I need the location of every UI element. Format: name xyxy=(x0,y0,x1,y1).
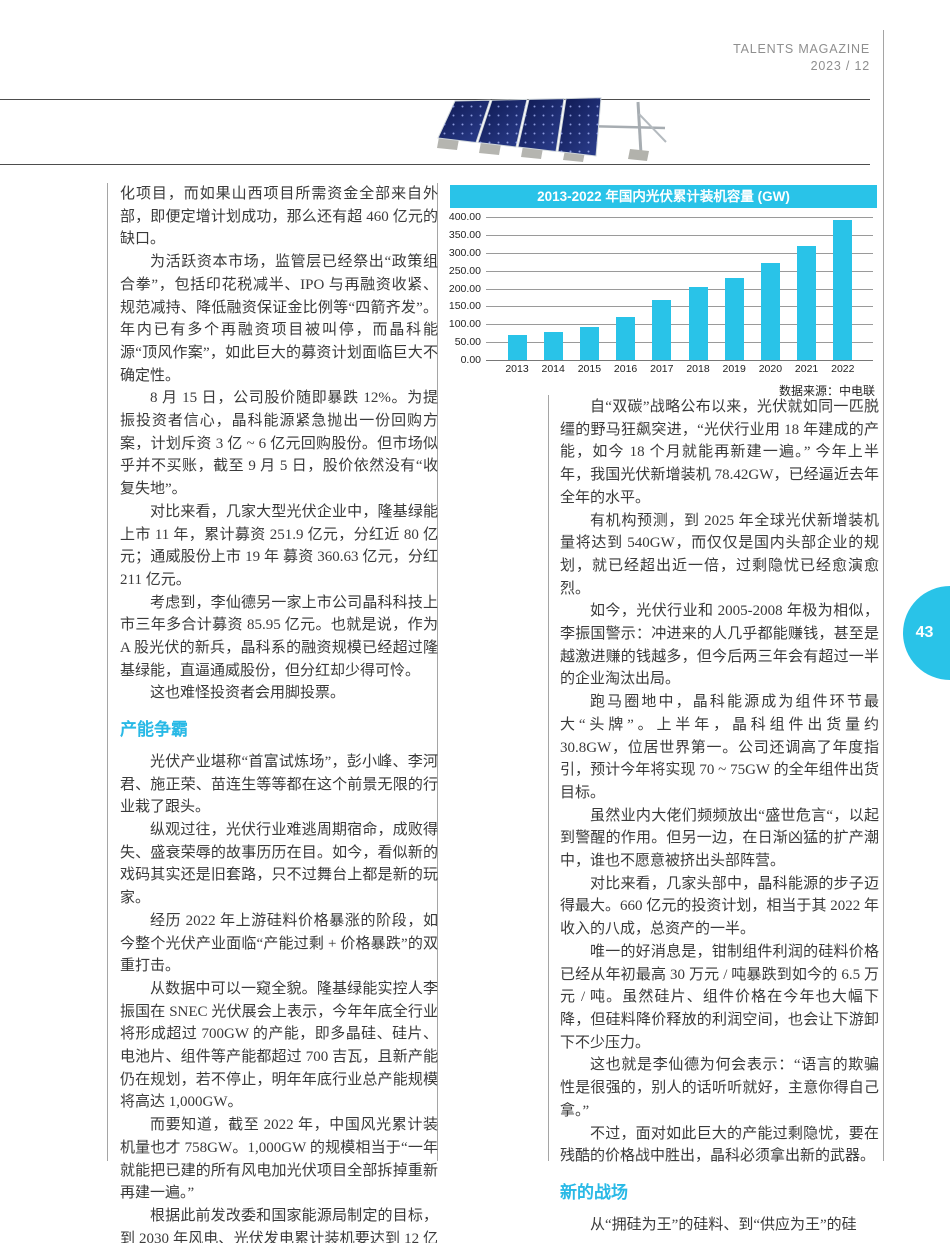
pv-capacity-chart: 2013-2022 年国内光伏累计装机容量 (GW) 400.00 350.00 3… xyxy=(449,185,877,399)
chart-gridline xyxy=(486,270,873,272)
paragraph: 这也难怪投资者会用脚投票。 xyxy=(150,685,346,702)
chart-ytick-label: 50.00 xyxy=(454,336,481,349)
left-column: 化项目，而如果山西项目所需资金全部来自外部，即便定增计划成功，那么还有超 460… xyxy=(120,183,438,1243)
paragraph: 有机构预测，到 2025 年全球光伏新增装机量将达到 540GW，而仅仅是国内头… xyxy=(560,512,879,597)
paragraph: 8 月 15 日，公司股价随即暴跌 12%。为提振投资者信心，晶科能源紧急抛出一… xyxy=(120,390,438,498)
chart-gridline xyxy=(486,217,873,218)
issue-number: 2023 / 12 xyxy=(810,59,870,73)
chart-ytick-label: 0.00 xyxy=(460,354,481,366)
chart-bar-2018 xyxy=(688,287,708,360)
chart-bar-2020 xyxy=(760,262,780,360)
chart-ytick-label: 200.00 xyxy=(448,282,481,295)
paragraph: 如今，光伏行业和 2005-2008 年极为相似，李振国警示：冲进来的人几乎都能… xyxy=(560,603,879,688)
paragraph: 自“双碳”战略公布以来，光伏就如同一匹脱缰的野马狂飙突进，“光伏行业用 18 年… xyxy=(560,399,879,506)
chart-bar-2022 xyxy=(833,219,853,360)
top-rule xyxy=(0,99,870,100)
chart-bar-2021 xyxy=(797,246,817,360)
page-number: 43 xyxy=(915,624,934,641)
paragraph: 光伏产业堪称“首富试炼场”，彭小峰、李河君、施正荣、苗连生等等都在这个前景无限的… xyxy=(120,753,438,816)
left-column-rule-right xyxy=(437,183,438,1161)
chart-bar-2016 xyxy=(616,317,636,360)
chart-bar-2015 xyxy=(579,327,599,360)
chart-title: 2013-2022 年国内光伏累计装机容量 (GW) xyxy=(450,185,877,208)
right-page-rule xyxy=(883,30,884,1161)
chart-xtick-label: 2018 xyxy=(686,363,710,375)
paragraph: 对比来看，几家大型光伏企业中，隆基绿能上市 11 年，累计募资 251.9 亿元… xyxy=(120,503,438,588)
center-column-rule xyxy=(548,395,549,1161)
paragraph: 而要知道，截至 2022 年，中国风光累计装机量也才 758GW。1,000GW… xyxy=(120,1117,438,1202)
chart-gridline xyxy=(486,252,873,254)
paragraph: 根据此前发改委和国家能源局制定的目标，到 2030 年风电、光伏发电累计装机要达… xyxy=(120,1207,438,1243)
chart-gridline xyxy=(486,360,873,361)
paragraph: 对比来看，几家头部中，晶科能源的步子迈得最大。660 亿元的投资计划，相当于其 … xyxy=(560,875,879,938)
right-column: 自“双碳”战略公布以来，光伏就如同一匹脱缰的野马狂飙突进，“光伏行业用 18 年… xyxy=(560,396,879,1236)
left-column-rule-left xyxy=(107,183,108,1161)
chart-xtick-label: 2017 xyxy=(650,363,674,375)
second-rule xyxy=(0,164,870,165)
chart-xtick-label: 2016 xyxy=(613,363,638,375)
paragraph: 化项目，而如果山西项目所需资金全部来自外部，即便定增计划成功，那么还有超 460… xyxy=(120,186,438,248)
chart-gridline xyxy=(486,234,873,236)
chart-xtick-label: 2015 xyxy=(577,363,602,375)
chart-xtick-label: 2019 xyxy=(722,363,746,375)
masthead: TALENTS MAGAZINE 2023 / 12 xyxy=(733,41,870,75)
chart-xtick-label: 2021 xyxy=(794,363,819,375)
chart-ytick-label: 250.00 xyxy=(448,264,481,277)
chart-gridline xyxy=(486,288,873,290)
chart-ytick-label: 100.00 xyxy=(448,318,481,331)
chart-ytick-label: 150.00 xyxy=(448,300,481,313)
chart-bar-2014 xyxy=(543,332,563,360)
chart-gridline xyxy=(486,342,873,344)
paragraph: 从数据中可以一窥全貌。隆基绿能实控人李振国在 SNEC 光伏展会上表示，今年年底… xyxy=(120,980,438,1111)
chart-bar-2019 xyxy=(724,277,744,360)
chart-gridline xyxy=(486,306,873,308)
section-heading-capacity-race: 产能争霸 xyxy=(120,720,188,740)
chart-ytick-label: 300.00 xyxy=(448,246,481,259)
paragraph: 从“拥硅为王”的硅料、到“供应为王”的硅 xyxy=(590,1216,857,1233)
paragraph: 经历 2022 年上游硅料价格暴涨的阶段，如今整个光伏产业面临“产能过剩 + 价… xyxy=(120,912,438,975)
chart-bar-2013 xyxy=(507,334,527,360)
paragraph: 虽然业内大佬们频频放出“盛世危言“，以起到警醒的作用。但另一边，在日渐凶猛的扩产… xyxy=(560,807,879,870)
chart-source: 数据来源：中电联 xyxy=(778,384,875,398)
paragraph: 跑马圈地中，晶科能源成为组件环节最大“头牌”。上半年，晶科组件出货量约 30.8… xyxy=(560,694,879,801)
chart-ytick-label: 350.00 xyxy=(448,228,481,241)
page-number-badge: 43 xyxy=(903,586,950,680)
paragraph: 考虑到，李仙德另一家上市公司晶科科技上市三年多合计募资 85.95 亿元。也就是… xyxy=(120,594,438,679)
paragraph: 为活跃资本市场，监管层已经祭出“政策组合拳”，包括印花税减半、IPO 与再融资收… xyxy=(120,254,438,384)
paragraph: 唯一的好消息是，钳制组件利润的硅料价格已经从年初最高 30 万元 / 吨暴跌到如… xyxy=(560,943,879,1051)
chart-bar-2017 xyxy=(652,299,672,360)
chart-ytick-label: 400.00 xyxy=(448,211,481,223)
chart-xtick-label: 2013 xyxy=(505,363,529,375)
paragraph: 纵观过往，光伏行业难逃周期宿命，成败得失、盛衰荣辱的故事历历在目。如今，看似新的… xyxy=(120,821,438,907)
chart-gridline xyxy=(486,324,873,326)
chart-xtick-label: 2020 xyxy=(758,363,783,375)
magazine-title: TALENTS MAGAZINE xyxy=(733,42,870,56)
section-heading-new-battlefield: 新的战场 xyxy=(560,1182,628,1202)
chart-xtick-label: 2014 xyxy=(541,363,565,375)
paragraph: 不过，面对如此巨大的产能过剩隐忧，要在残酷的价格战中胜出，晶科必须拿出新的武器。 xyxy=(560,1125,879,1165)
chart-xtick-label: 2022 xyxy=(831,363,855,375)
chart-plot: 400.00 350.00 300.00 250.00 200.00 150.00 100.… xyxy=(449,211,875,375)
solar-panel-image xyxy=(437,97,667,162)
paragraph: 这也就是李仙德为何会表示：“语言的欺骗性是很强的，别人的话听听就好，主意你得自己… xyxy=(560,1057,879,1119)
